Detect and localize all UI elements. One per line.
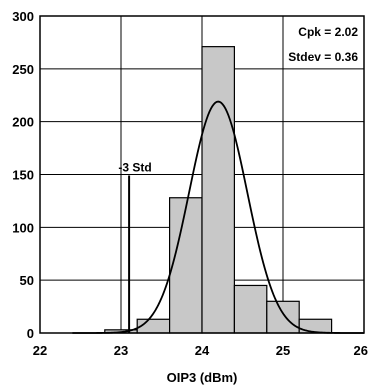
- x-axis-title: OIP3 (dBm): [167, 370, 238, 385]
- y-tick-label: 200: [12, 115, 34, 130]
- y-axis-tick-labels: 0 50 100 150 200 250 300: [12, 9, 34, 341]
- plot-area-frame: [39, 15, 365, 334]
- y-tick-label: 150: [12, 168, 34, 183]
- histogram-bar: [266, 300, 300, 334]
- histogram-bars: [104, 46, 333, 334]
- stdev-annotation: Stdev = 0.36: [288, 50, 358, 64]
- x-tick-label: 23: [114, 343, 128, 358]
- y-tick-label: 100: [12, 220, 34, 235]
- y-tick-label: 300: [12, 9, 34, 24]
- histogram-bar: [201, 46, 236, 334]
- normal-distribution-curve: [72, 100, 364, 334]
- x-axis-tick-labels: 22 23 24 25 26: [33, 343, 368, 358]
- histogram-bar: [233, 284, 268, 334]
- histogram-bar: [298, 318, 333, 334]
- cpk-annotation: Cpk = 2.02: [298, 25, 358, 39]
- x-tick-label: 22: [33, 343, 47, 358]
- x-tick-label: 24: [195, 343, 210, 358]
- y-tick-label: 0: [27, 326, 34, 341]
- minus-3-std-label: -3 Std: [118, 161, 151, 175]
- x-tick-label: 25: [276, 343, 290, 358]
- x-tick-label: 26: [354, 343, 368, 358]
- y-tick-label: 50: [20, 273, 34, 288]
- y-tick-label: 250: [12, 62, 34, 77]
- histogram-bar: [169, 197, 203, 334]
